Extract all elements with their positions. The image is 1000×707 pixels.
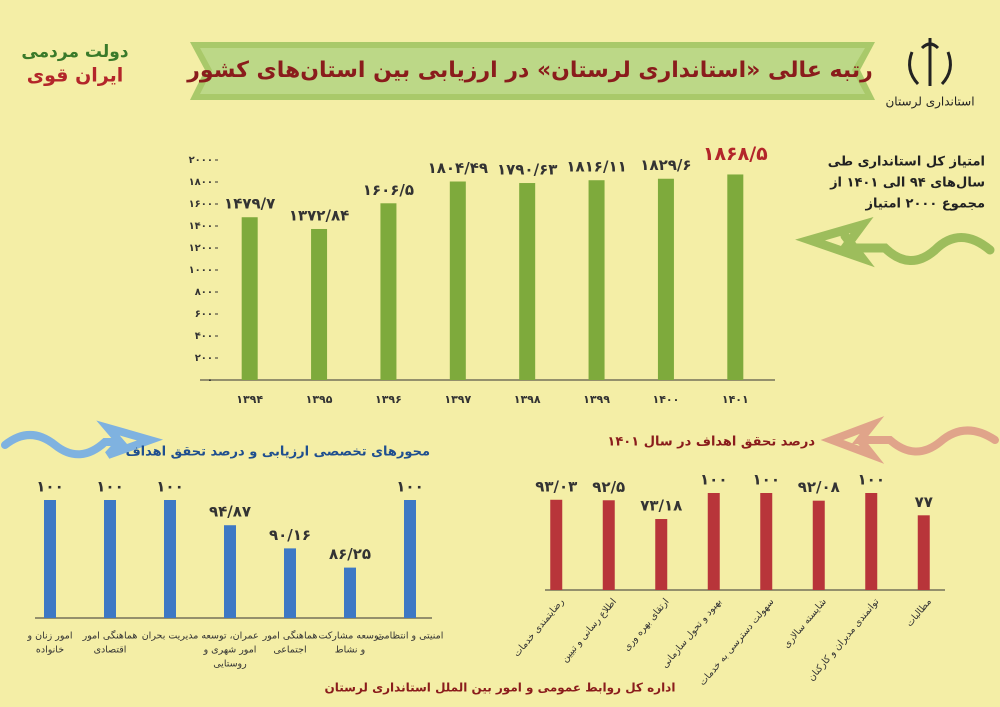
y-tick-label: ۸۰۰ <box>195 287 213 298</box>
x-tick-label: ۱۳۹۷ <box>444 393 471 406</box>
bar <box>284 548 296 618</box>
note: سال‌های ۹۴ الی ۱۴۰۱ از <box>829 176 985 191</box>
value-label: ۱۰۰ <box>396 478 423 496</box>
title-ribbon-inner <box>200 48 865 94</box>
x-tick-label: ۱۳۹۶ <box>375 393 402 406</box>
bar <box>588 180 605 380</box>
arrow <box>795 216 995 268</box>
emblem <box>908 38 952 86</box>
value-label: ۱۸۱۶/۱۱ <box>566 158 626 176</box>
value-label: ۹۲/۰۸ <box>798 478 840 496</box>
bar <box>380 203 397 380</box>
chart-title: رتبه عالی «استانداری لرستان» در ارزیابی … <box>186 58 873 83</box>
bar <box>707 493 720 590</box>
bar <box>344 567 356 618</box>
value-label: ۷۳/۱۸ <box>640 497 682 515</box>
x-tick-label: امنیتی و انتظامی <box>377 631 444 642</box>
x-tick-label: ۱۳۹۵ <box>306 393 333 406</box>
footer: اداره کل روابط عمومی و امور بین الملل اس… <box>325 681 676 696</box>
y-tick-label: ۴۰۰ <box>195 331 213 342</box>
note: مجموع ۲۰۰۰ امتیاز <box>865 197 985 212</box>
value-label: ۷۷ <box>915 493 933 511</box>
bar <box>311 228 328 380</box>
value-label: ۹۰/۱۶ <box>269 526 311 544</box>
x-tick-label: روستایی <box>213 659 247 670</box>
x-tick-label: اقتصادی <box>94 645 127 656</box>
value-label: ۱۰۰ <box>96 478 123 496</box>
y-tick-label: ۲۰۰۰ <box>189 155 213 166</box>
bar <box>655 519 668 590</box>
value-label: ۱۰۰ <box>753 471 780 489</box>
value-label: ۸۶/۲۵ <box>329 545 371 563</box>
value-label: ۱۰۰ <box>700 471 727 489</box>
y-tick-label: ۱۸۰۰ <box>189 177 213 188</box>
bar <box>657 178 674 380</box>
arrow <box>1 420 164 459</box>
y-tick-label: ۲۰۰ <box>195 353 213 364</box>
bar <box>164 500 176 618</box>
bar <box>760 493 773 590</box>
bar <box>812 500 825 590</box>
x-tick-label: امور شهری و <box>203 645 257 656</box>
x-tick-label: عمران، توسعه <box>201 631 258 642</box>
value-label: ۱۰۰ <box>36 478 63 496</box>
bar <box>917 515 930 590</box>
x-tick-label: شایسته سالاری <box>781 596 829 650</box>
value-label: ۹۳/۰۳ <box>535 477 577 495</box>
x-tick-label: هماهنگی امور <box>262 630 318 642</box>
bar <box>865 493 878 590</box>
value-label: ۱۷۹۰/۶۳ <box>497 161 557 179</box>
value-label: ۱۶۰۶/۵ <box>363 181 414 199</box>
x-tick-label: مطالبات <box>904 596 934 629</box>
x-tick-label: ۱۴۰۱ <box>722 393 749 406</box>
x-tick-label: امور زنان و <box>27 631 73 642</box>
bar <box>241 217 258 380</box>
bar <box>104 500 116 618</box>
x-tick-label: هماهنگی امور <box>82 630 138 642</box>
x-tick-label: رضایتمندی خدمات <box>511 596 566 659</box>
value-label: ۱۳۷۲/۸۴ <box>289 206 349 224</box>
x-tick-label: اجتماعی <box>273 645 306 656</box>
value-label: ۱۰۰ <box>156 478 183 496</box>
chart-title: محورهای تخصصی ارزیابی و درصد تحقق اهداف <box>126 445 430 460</box>
note: امتیاز کل استانداری طی <box>828 155 985 170</box>
bar <box>602 500 615 590</box>
value-label: ۱۸۶۸/۵ <box>703 143 768 165</box>
y-tick-label: ۰ <box>207 375 213 386</box>
x-tick-label: و نشاط <box>335 645 365 656</box>
x-tick-label: ۱۳۹۸ <box>514 393 541 406</box>
y-tick-label: ۱۴۰۰ <box>189 221 213 232</box>
arrow <box>820 416 999 464</box>
bar <box>404 500 416 618</box>
bar <box>727 174 744 380</box>
x-tick-label: مدیریت بحران <box>142 631 199 642</box>
x-tick-label: ۱۴۰۰ <box>653 393 680 406</box>
y-tick-label: ۱۲۰۰ <box>189 243 213 254</box>
x-tick-label: ارتقای بهره وری <box>621 596 671 653</box>
x-tick-label: ۱۳۹۹ <box>583 393 610 406</box>
value-label: ۱۸۲۹/۶ <box>640 156 691 174</box>
value-label: ۹۴/۸۷ <box>209 503 251 521</box>
value-label: ۹۲/۵ <box>592 478 625 496</box>
bar <box>224 525 236 618</box>
x-tick-label: ۱۳۹۴ <box>236 393 263 406</box>
logo-text: استانداری لرستان <box>885 95 974 110</box>
bar <box>550 499 563 590</box>
x-tick-label: اطلاع رسانی و تبیین <box>559 596 619 664</box>
x-tick-label: توسعه مشارکت <box>318 631 381 642</box>
value-label: ۱۴۷۹/۷ <box>224 195 275 213</box>
value-label: ۱۰۰ <box>858 471 885 489</box>
slogan: ایران قوی <box>27 65 124 87</box>
bar <box>519 183 536 380</box>
slogan: دولت مردمی <box>21 42 128 62</box>
y-tick-label: ۶۰۰ <box>195 309 213 320</box>
value-label: ۱۸۰۴/۴۹ <box>428 159 488 177</box>
x-tick-label: خانواده <box>36 645 64 656</box>
y-tick-label: ۱۰۰۰ <box>189 265 213 276</box>
y-tick-label: ۱۶۰۰ <box>189 199 213 210</box>
chart-title: درصد تحقق اهداف در سال ۱۴۰۱ <box>607 435 815 450</box>
bar <box>44 500 56 618</box>
bar <box>449 181 466 380</box>
